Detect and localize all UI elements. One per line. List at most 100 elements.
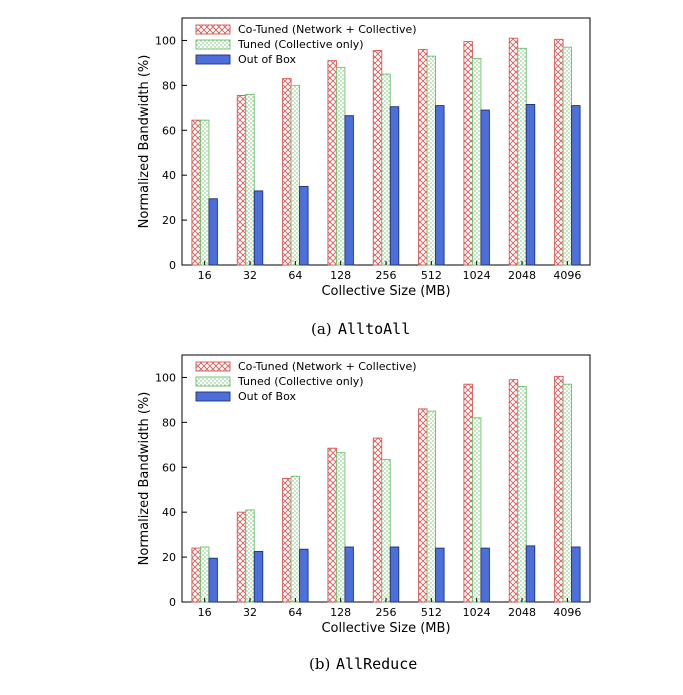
bar-solid-16: [208, 198, 218, 266]
bar-dots-128: [335, 66, 346, 266]
y-tick-label: 40: [162, 169, 176, 182]
bar-dots-256: [381, 73, 391, 266]
x-tick-label: 64: [288, 269, 302, 282]
bar-dots-4096: [562, 383, 573, 603]
legend-swatch-dots: [195, 39, 231, 50]
bar-solid-64: [299, 185, 309, 266]
bar-dots-128: [335, 452, 346, 603]
bar-solid-4096: [571, 546, 581, 603]
y-tick-label: 60: [162, 124, 176, 137]
legend-swatch-solid: [195, 391, 231, 402]
x-axis-label: Collective Size (MB): [321, 621, 450, 636]
x-tick-label: 1024: [463, 269, 491, 282]
x-tick-label: 512: [421, 269, 442, 282]
bar-dots-256: [381, 458, 391, 603]
x-tick-label: 512: [421, 606, 442, 619]
bar-dots-16: [199, 119, 210, 266]
legend-label-solid: Out of Box: [238, 53, 296, 66]
bar-dots-1024: [471, 417, 482, 603]
y-tick-label: 100: [155, 371, 176, 384]
legend-swatch-solid: [195, 54, 231, 65]
y-tick-label: 20: [162, 551, 176, 564]
y-tick-label: 100: [155, 34, 176, 47]
y-tick-label: 80: [162, 416, 176, 429]
x-tick-label: 16: [198, 269, 212, 282]
y-tick-label: 60: [162, 461, 176, 474]
bar-crosshatch-4096: [554, 375, 564, 603]
bar-dots-32: [245, 93, 255, 266]
bar-crosshatch-512: [418, 48, 428, 266]
y-axis-label: Normalized Bandwidth (%): [137, 55, 152, 229]
caption-a-letter: (a): [311, 320, 332, 338]
bar-crosshatch-32: [236, 511, 247, 603]
bar-crosshatch-512: [418, 408, 428, 603]
caption-b-letter: (b): [309, 655, 330, 673]
bar-crosshatch-256: [372, 50, 383, 266]
bar-crosshatch-1024: [463, 41, 473, 266]
bar-crosshatch-16: [191, 547, 201, 603]
bar-crosshatch-1024: [463, 383, 473, 603]
bar-solid-512: [435, 547, 445, 603]
y-tick-label: 40: [162, 506, 176, 519]
bar-crosshatch-32: [236, 95, 247, 266]
bar-dots-1024: [471, 57, 482, 266]
x-tick-label: 1024: [463, 606, 491, 619]
bar-crosshatch-128: [327, 60, 337, 266]
legend-swatch-crosshatch: [195, 24, 231, 35]
x-tick-label: 128: [330, 269, 351, 282]
bar-solid-1024: [480, 109, 490, 266]
bar-dots-512: [426, 410, 437, 603]
x-tick-label: 64: [288, 606, 302, 619]
caption-a-code: AlltoAll: [338, 320, 410, 338]
bar-solid-64: [299, 548, 309, 603]
bar-crosshatch-128: [327, 447, 337, 603]
bar-crosshatch-2048: [508, 379, 519, 603]
legend-label-solid: Out of Box: [238, 390, 296, 403]
y-tick-label: 0: [169, 596, 176, 609]
x-tick-label: 32: [243, 269, 257, 282]
x-tick-label: 32: [243, 606, 257, 619]
bar-crosshatch-64: [282, 478, 292, 603]
y-tick-label: 80: [162, 79, 176, 92]
x-axis-label: Collective Size (MB): [321, 284, 450, 299]
bar-crosshatch-256: [372, 437, 383, 603]
legend-swatch-dots: [195, 376, 231, 387]
bar-crosshatch-64: [282, 78, 292, 266]
bar-solid-128: [344, 115, 354, 266]
x-tick-label: 128: [330, 606, 351, 619]
bar-dots-2048: [517, 47, 527, 266]
legend-label-dots: Tuned (Collective only): [237, 38, 364, 51]
x-tick-label: 2048: [508, 269, 536, 282]
bar-solid-512: [435, 105, 445, 266]
bar-solid-1024: [480, 547, 490, 603]
bar-solid-4096: [571, 105, 581, 266]
x-tick-label: 16: [198, 606, 212, 619]
bar-crosshatch-16: [191, 119, 201, 266]
x-tick-label: 256: [376, 606, 397, 619]
bar-solid-2048: [525, 545, 536, 603]
bar-dots-512: [426, 55, 437, 266]
legend-label-dots: Tuned (Collective only): [237, 375, 364, 388]
bar-solid-32: [253, 551, 264, 603]
bar-solid-256: [389, 546, 400, 603]
legend-swatch-crosshatch: [195, 361, 231, 372]
y-tick-label: 0: [169, 259, 176, 272]
x-tick-label: 256: [376, 269, 397, 282]
bar-solid-16: [208, 557, 218, 603]
bar-solid-128: [344, 546, 354, 603]
bar-crosshatch-2048: [508, 37, 519, 266]
bar-dots-32: [245, 509, 255, 603]
bar-solid-256: [389, 106, 400, 266]
caption-b-code: AllReduce: [336, 655, 417, 673]
bar-dots-16: [199, 546, 210, 603]
bar-solid-32: [253, 190, 264, 266]
x-tick-label: 4096: [553, 269, 581, 282]
legend-label-crosshatch: Co-Tuned (Network + Collective): [238, 23, 417, 36]
y-tick-label: 20: [162, 214, 176, 227]
bar-dots-64: [290, 475, 301, 603]
bar-dots-64: [290, 84, 301, 266]
bar-dots-2048: [517, 385, 527, 603]
